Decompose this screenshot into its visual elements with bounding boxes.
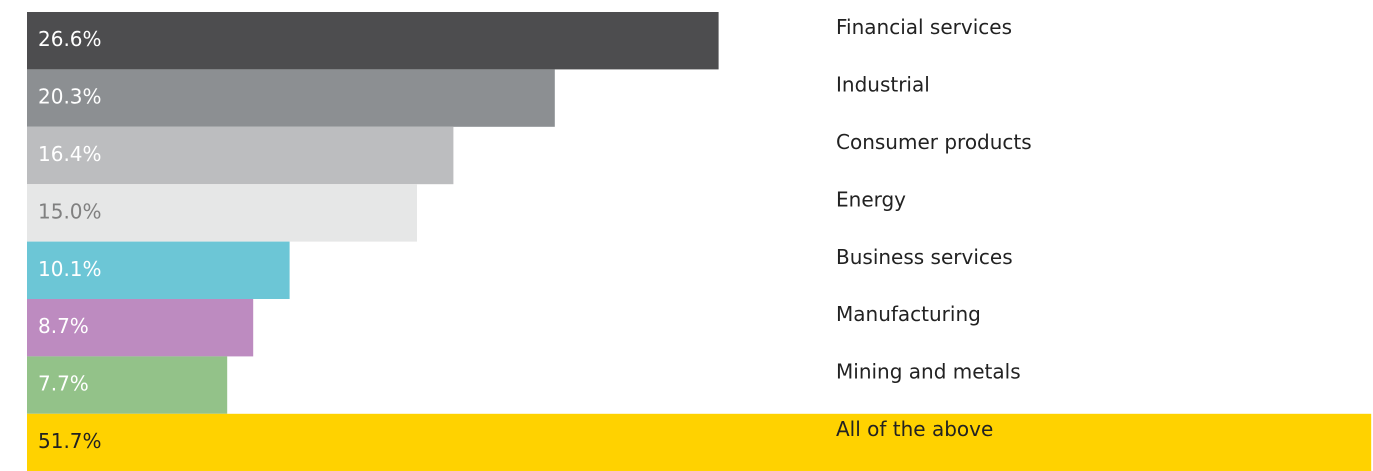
value-label: 15.0% [38,199,102,223]
value-label: 7.7% [38,372,89,396]
category-label: Energy [836,187,906,211]
bar [27,12,719,70]
bar [27,413,1372,471]
category-label: All of the above [836,417,993,441]
value-label: 20.3% [38,85,102,109]
bar [27,69,555,127]
value-label: 26.6% [38,27,102,51]
bar [27,184,417,242]
bar [27,299,254,357]
value-label: 10.1% [38,257,102,281]
bar [27,241,290,299]
category-label: Mining and metals [836,360,1021,384]
category-label: Financial services [836,15,1012,39]
category-label: Consumer products [836,130,1032,154]
category-label: Industrial [836,73,930,97]
value-label: 8.7% [38,314,89,338]
bar [27,126,454,185]
value-label: 16.4% [38,142,102,166]
value-label: 51.7% [38,429,102,453]
category-label: Business services [836,245,1013,269]
bar [27,356,228,414]
category-label: Manufacturing [836,302,981,326]
